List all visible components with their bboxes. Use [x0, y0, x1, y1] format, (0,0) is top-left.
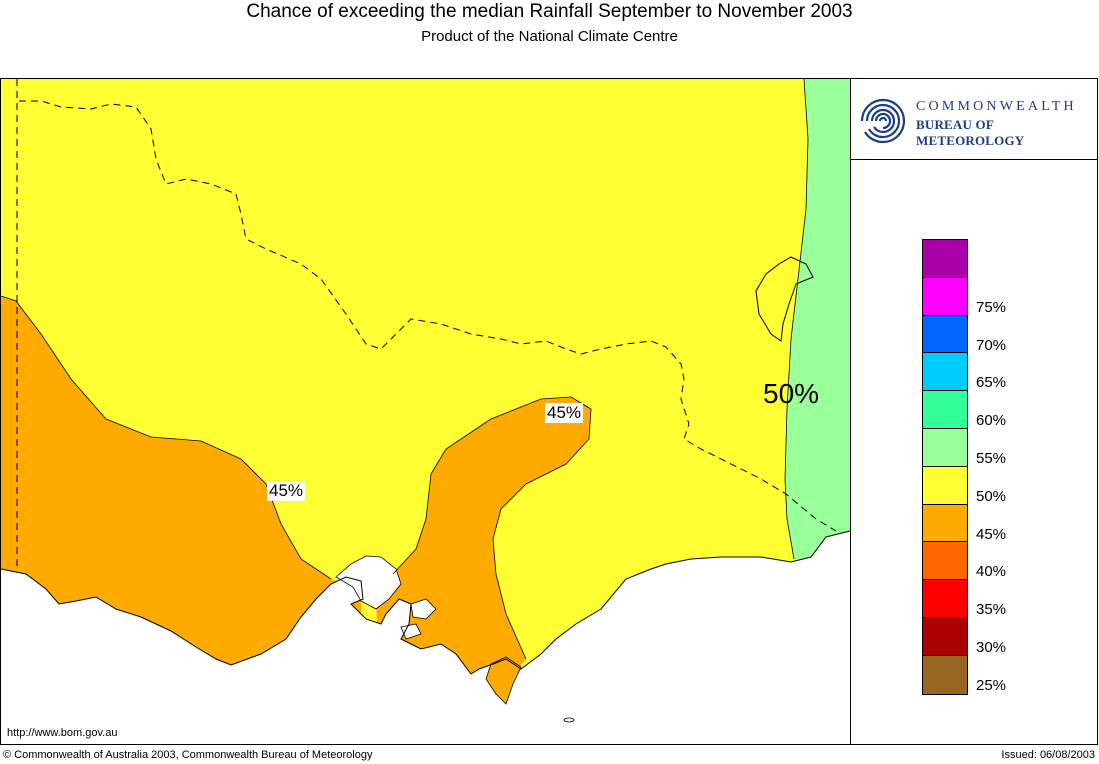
legend-swatch	[923, 466, 967, 505]
wilsons-promontory	[485, 656, 522, 705]
legend-label: 25%	[976, 676, 1007, 694]
footer-url: http://www.bom.gov.au	[7, 727, 118, 739]
legend-label: 55%	[976, 450, 1007, 467]
legend-label: 75%	[976, 298, 1007, 316]
legend-colorbar	[922, 239, 968, 695]
map-title: Chance of exceeding the median Rainfall …	[246, 1, 853, 22]
legend-swatch	[923, 655, 967, 694]
state-border-north	[19, 100, 837, 532]
logo-text-bureau: BUREAU OF METEOROLOGY	[916, 117, 1025, 148]
logo-separator	[851, 159, 1098, 160]
legend-swatch	[923, 353, 967, 392]
legend-swatch	[923, 428, 967, 467]
legend-swatch	[923, 277, 967, 316]
rainfall-map	[1, 79, 850, 745]
small-island	[563, 717, 575, 723]
legend-label: 65%	[976, 374, 1007, 392]
legend-label: 30%	[976, 639, 1007, 656]
legend-swatch	[923, 580, 967, 618]
legend-label: 60%	[976, 412, 1007, 430]
footer-issued-date: Issued: 06/08/2003	[1001, 749, 1095, 761]
coastline	[1, 530, 850, 675]
legend-label: 70%	[976, 336, 1007, 354]
contour-label-central: 45%	[545, 403, 584, 423]
legend-label: 45%	[976, 525, 1007, 543]
legend-swatch	[923, 617, 967, 656]
region-55-percent	[785, 79, 850, 559]
contour-45-central	[392, 396, 592, 660]
map-subtitle: Product of the National Climate Centre	[421, 28, 678, 45]
footer-copyright: © Commonwealth of Australia 2003, Common…	[3, 749, 373, 761]
bom-swirl-icon	[860, 98, 906, 144]
contour-label-west: 45%	[267, 481, 306, 501]
port-phillip-bay	[335, 555, 402, 610]
map-frame	[0, 78, 1098, 745]
legend-swatch	[923, 391, 967, 429]
legend-label: 50%	[976, 487, 1007, 505]
legend-label: 40%	[976, 563, 1007, 581]
contour-50-east	[784, 79, 809, 560]
legend-swatch	[923, 542, 967, 581]
panel-divider	[850, 78, 851, 745]
contour-45-west	[1, 295, 332, 580]
western-port	[400, 598, 437, 640]
legend-swatch	[923, 240, 967, 278]
legend-swatch	[923, 315, 967, 354]
ocean	[1, 531, 850, 745]
legend-label: 35%	[976, 601, 1007, 619]
contour-label-east: 50%	[763, 378, 820, 409]
legend-swatch	[923, 504, 967, 543]
logo-text-commonwealth: COMMONWEALTH	[916, 99, 1077, 114]
lake-outline	[755, 256, 814, 342]
